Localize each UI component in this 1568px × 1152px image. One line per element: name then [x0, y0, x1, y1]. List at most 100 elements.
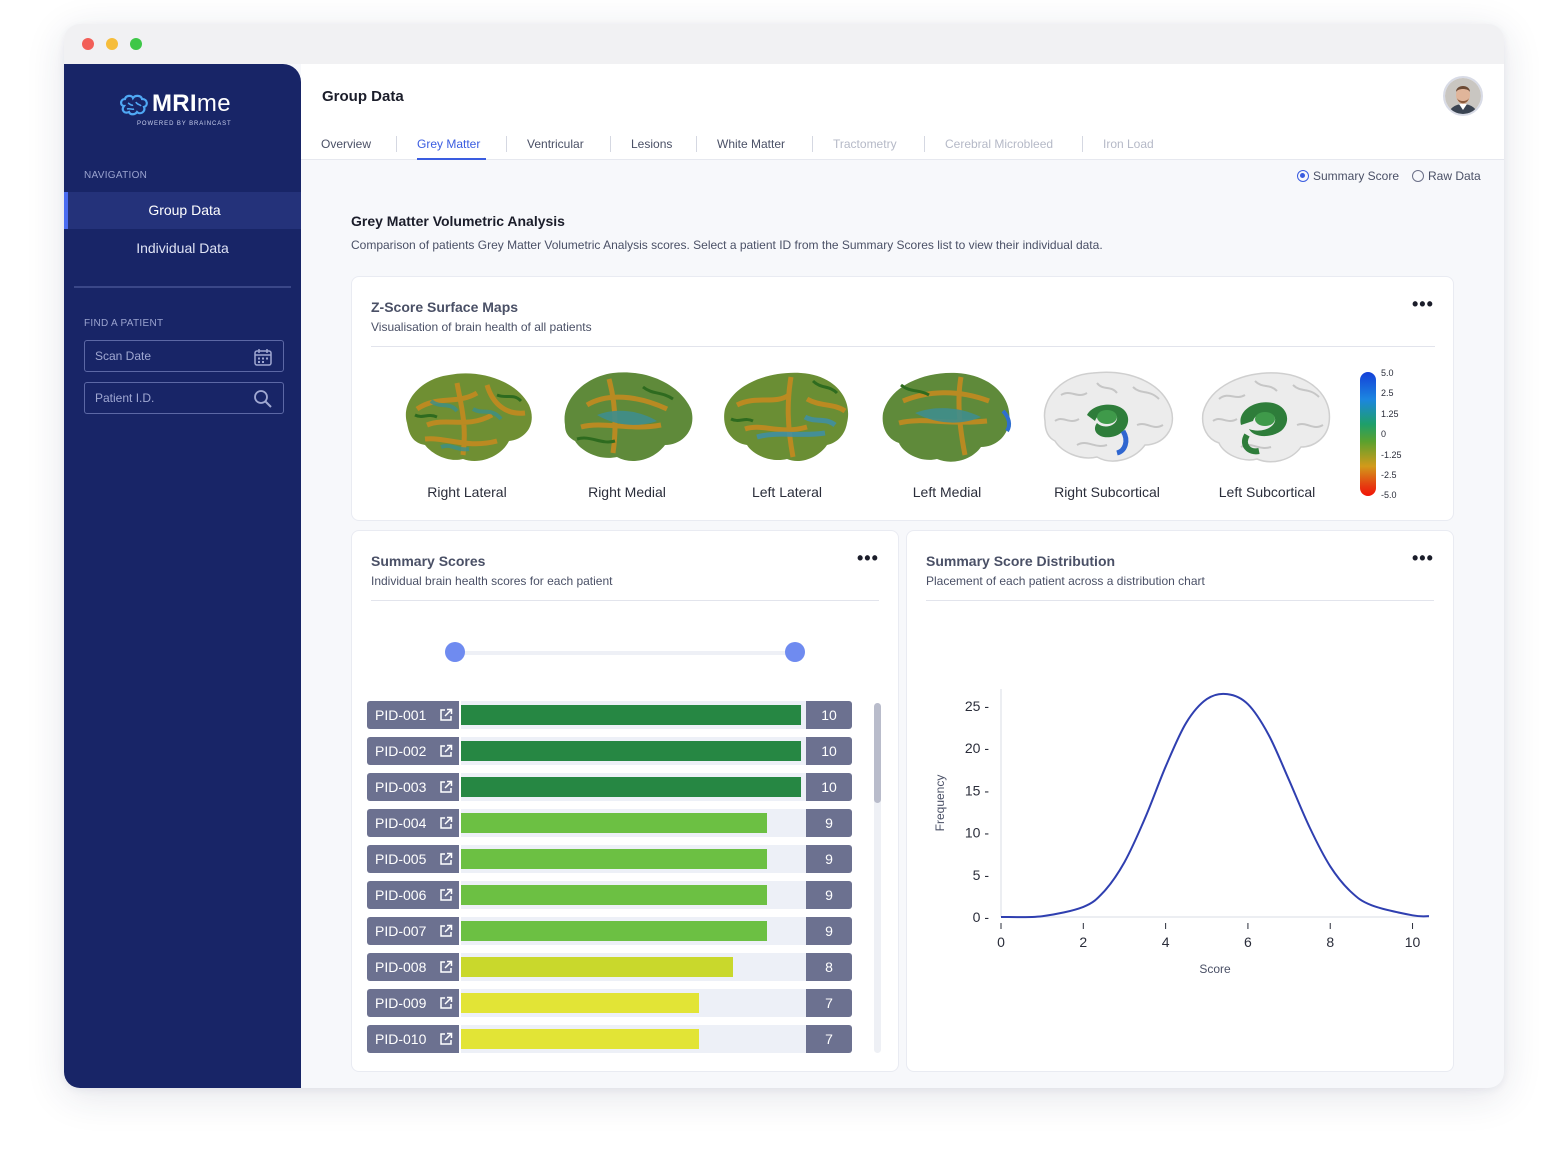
scrollbar-thumb[interactable]	[874, 703, 881, 803]
patient-id-link[interactable]: PID-005	[367, 845, 459, 873]
external-link-icon[interactable]	[439, 816, 453, 830]
more-options-icon[interactable]: •••	[1412, 294, 1434, 314]
patient-id-link[interactable]: PID-006	[367, 881, 459, 909]
external-link-icon[interactable]	[439, 852, 453, 866]
patient-id-link[interactable]: PID-001	[367, 701, 459, 729]
more-options-icon[interactable]: •••	[857, 548, 879, 568]
brain-view-label: Right Subcortical	[1054, 484, 1160, 500]
card-title: Z-Score Surface Maps	[371, 299, 519, 315]
patient-id-link[interactable]: PID-008	[367, 953, 459, 981]
summary-scores-card: Summary Scores Individual brain health s…	[351, 530, 899, 1072]
external-link-icon[interactable]	[439, 960, 453, 974]
score-bar-track	[461, 809, 806, 837]
table-row: PID-006 9	[367, 881, 852, 909]
external-link-icon[interactable]	[439, 744, 453, 758]
maximize-window-button[interactable]	[130, 38, 142, 50]
close-window-button[interactable]	[82, 38, 94, 50]
brain-left-medial-image	[882, 372, 1012, 462]
minimize-window-button[interactable]	[106, 38, 118, 50]
y-tick-label: 5 -	[973, 867, 990, 883]
patient-id-link[interactable]: PID-007	[367, 917, 459, 945]
score-range-max-handle[interactable]	[785, 642, 805, 662]
sidebar: MRIme POWERED BY BRAINCAST NAVIGATION Gr…	[64, 64, 301, 1088]
patient-id-field[interactable]	[84, 382, 284, 414]
card-title: Summary Score Distribution	[926, 553, 1116, 569]
x-tick-label: 0	[997, 934, 1005, 950]
external-link-icon[interactable]	[439, 924, 453, 938]
y-tick-label: 25 -	[965, 698, 989, 714]
patient-id-label: PID-008	[375, 959, 427, 975]
external-link-icon[interactable]	[439, 708, 453, 722]
brain-right-medial-image	[564, 372, 693, 461]
brain-view-label: Left Medial	[912, 484, 982, 500]
scrollbar-track[interactable]	[874, 703, 881, 1053]
score-bar-fill	[461, 777, 801, 797]
tab-ventricular[interactable]: Ventricular	[527, 137, 584, 151]
card-subtitle: Individual brain health scores for each …	[371, 574, 613, 588]
score-bar-track	[461, 989, 806, 1017]
brain-view-label: Left Lateral	[751, 484, 823, 500]
app-window: MRIme POWERED BY BRAINCAST NAVIGATION Gr…	[64, 24, 1504, 1088]
x-axis-label: Score	[1199, 962, 1231, 976]
card-subtitle: Placement of each patient across a distr…	[926, 574, 1205, 588]
more-options-icon[interactable]: •••	[1412, 548, 1434, 568]
score-value: 9	[806, 917, 852, 945]
score-bar-fill	[461, 705, 801, 725]
score-bar-track	[461, 845, 806, 873]
brain-view-label: Right Medial	[588, 484, 666, 500]
search-icon[interactable]	[253, 389, 273, 409]
score-value: 7	[806, 1025, 852, 1053]
score-bar-track	[461, 881, 806, 909]
distribution-chart: 0 - 5 - 10 - 15 - 20 - 25 - 0 2 4 6 8 10 Score Freq…	[933, 689, 1430, 976]
main-content: Group Data Overview Grey Matter Ventricu…	[301, 64, 1504, 1088]
external-link-icon[interactable]	[439, 1032, 453, 1046]
app-logo[interactable]: MRIme POWERED BY BRAINCAST	[118, 90, 248, 134]
patient-id-link[interactable]: PID-003	[367, 773, 459, 801]
active-tab-indicator	[417, 158, 486, 160]
score-range-slider-track[interactable]	[455, 651, 795, 655]
card-divider	[926, 600, 1434, 601]
colorbar-tick: -5.0	[1381, 490, 1397, 500]
user-avatar[interactable]	[1443, 76, 1483, 116]
page-title: Group Data	[322, 88, 404, 105]
patient-id-input[interactable]	[85, 383, 245, 413]
score-value: 10	[806, 701, 852, 729]
card-subtitle: Visualisation of brain health of all pat…	[371, 320, 592, 334]
calendar-icon[interactable]	[253, 347, 273, 367]
patient-id-link[interactable]: PID-010	[367, 1025, 459, 1053]
table-row: PID-009 7	[367, 989, 852, 1017]
tab-separator	[812, 136, 813, 152]
x-tick-label: 4	[1162, 934, 1170, 950]
patient-id-link[interactable]: PID-004	[367, 809, 459, 837]
table-row: PID-007 9	[367, 917, 852, 945]
scan-date-field[interactable]	[84, 340, 284, 372]
table-row: PID-004 9	[367, 809, 852, 837]
x-tick-label: 10	[1405, 934, 1421, 950]
score-bar-track	[461, 917, 806, 945]
external-link-icon[interactable]	[439, 780, 453, 794]
tab-grey-matter[interactable]: Grey Matter	[417, 137, 481, 151]
score-value: 8	[806, 953, 852, 981]
distribution-card: Summary Score Distribution Placement of …	[906, 530, 1454, 1072]
score-bar-track	[461, 1025, 806, 1053]
patient-id-link[interactable]: PID-002	[367, 737, 459, 765]
y-tick-label: 10 -	[965, 825, 989, 841]
patient-id-label: PID-003	[375, 779, 427, 795]
external-link-icon[interactable]	[439, 996, 453, 1010]
tab-iron-load: Iron Load	[1103, 137, 1154, 151]
score-range-min-handle[interactable]	[445, 642, 465, 662]
surface-maps-card: Z-Score Surface Maps Visualisation of br…	[351, 276, 1454, 521]
raw-data-radio[interactable]: Raw Data	[1412, 169, 1481, 183]
scan-date-input[interactable]	[85, 341, 245, 371]
zscore-colorbar	[1360, 372, 1376, 496]
nav-item-individual-data[interactable]: Individual Data	[136, 240, 229, 256]
nav-item-group-data[interactable]: Group Data	[64, 192, 301, 229]
score-bar-fill	[461, 993, 699, 1013]
tab-overview[interactable]: Overview	[321, 137, 372, 151]
summary-score-radio[interactable]: Summary Score	[1297, 169, 1399, 183]
tab-lesions[interactable]: Lesions	[631, 137, 673, 151]
sidebar-divider	[74, 286, 291, 288]
patient-id-link[interactable]: PID-009	[367, 989, 459, 1017]
external-link-icon[interactable]	[439, 888, 453, 902]
tab-white-matter[interactable]: White Matter	[717, 137, 786, 151]
